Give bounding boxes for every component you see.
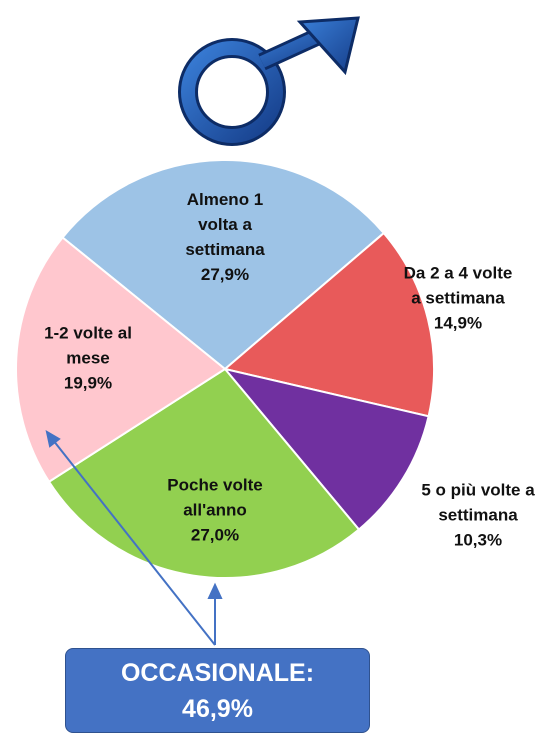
- slice-label: Poche volte all'anno 27,0%: [145, 473, 285, 548]
- slice-label: 5 o più volte a settimana 10,3%: [411, 478, 546, 553]
- category-label: Da 2 a 4 volte a settimana: [403, 263, 513, 308]
- arrows: [45, 429, 223, 646]
- category-label: Almeno 1 volta a settimana: [185, 190, 265, 259]
- occasionale-box: OCCASIONALE: 46,9%: [65, 648, 370, 733]
- slice: [47, 367, 361, 579]
- slice-label: Da 2 a 4 volte a settimana 14,9%: [402, 261, 514, 336]
- value-label: 27,0%: [190, 525, 240, 545]
- annotation-value: 46,9%: [182, 695, 253, 723]
- value-label: 10,3%: [453, 530, 503, 550]
- slice-label: 1-2 volte al mese 19,9%: [23, 321, 153, 396]
- male-symbol: [178, 16, 360, 146]
- category-label: Poche volte all'anno: [167, 475, 263, 520]
- slice: [15, 236, 227, 484]
- slice: [61, 159, 386, 371]
- category-label: 5 o più volte a settimana: [421, 480, 535, 525]
- value-label: 27,9%: [200, 265, 250, 284]
- value-label: 19,9%: [63, 373, 113, 393]
- slice: [222, 367, 430, 531]
- annotation-label: OCCASIONALE:: [120, 659, 315, 687]
- slice: [222, 231, 435, 418]
- category-label: 1-2 volte al mese: [44, 323, 132, 368]
- slice-label: Almeno 1 volta a settimana 27,9%: [169, 187, 281, 287]
- value-label: 14,9%: [433, 313, 483, 333]
